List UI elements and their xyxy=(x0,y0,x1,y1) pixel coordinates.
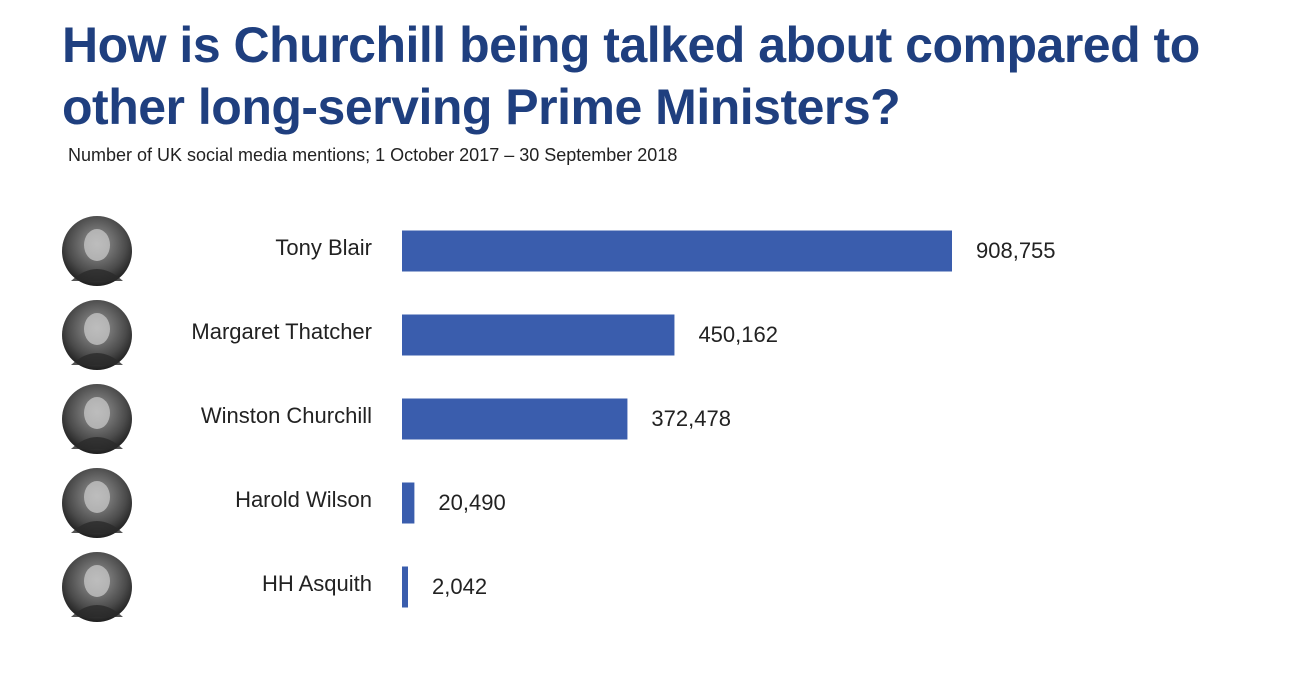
category-label: Harold Wilson xyxy=(235,487,372,512)
bar xyxy=(402,566,408,608)
value-label: 2,042 xyxy=(432,574,487,599)
bar xyxy=(402,230,952,272)
value-label: 450,162 xyxy=(698,322,778,347)
bar xyxy=(402,314,675,356)
chart-title: How is Churchill being talked about comp… xyxy=(62,17,1200,135)
bar xyxy=(402,398,628,440)
value-label: 20,490 xyxy=(438,490,505,515)
chart-subtitle: Number of UK social media mentions; 1 Oc… xyxy=(68,145,678,165)
value-label: 372,478 xyxy=(651,406,731,431)
portrait-icon xyxy=(62,216,132,286)
value-label: 908,755 xyxy=(976,238,1056,263)
bar-row: Harold Wilson 20,490 xyxy=(62,468,506,538)
bar-row: Tony Blair 908,755 xyxy=(62,216,1056,286)
portrait-icon xyxy=(62,468,132,538)
portrait-icon xyxy=(62,300,132,370)
category-label: Winston Churchill xyxy=(201,403,372,428)
category-label: Margaret Thatcher xyxy=(191,319,372,344)
portrait-icon xyxy=(62,552,132,622)
category-label: Tony Blair xyxy=(275,235,372,260)
portrait-icon xyxy=(62,384,132,454)
bar-row: Margaret Thatcher 450,162 xyxy=(62,300,778,370)
bar xyxy=(402,482,415,524)
bar-row: Winston Churchill 372,478 xyxy=(62,384,731,454)
category-label: HH Asquith xyxy=(262,571,372,596)
bar-row: HH Asquith 2,042 xyxy=(62,552,487,622)
